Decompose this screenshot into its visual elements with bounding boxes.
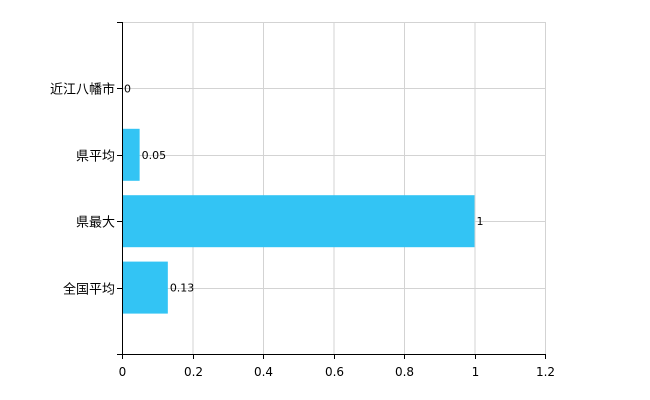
category-label: 全国平均: [63, 282, 115, 298]
x-tick-label: 0.8: [395, 365, 414, 379]
data-label: 1: [477, 215, 484, 228]
category-label: 近江八幡市: [50, 82, 115, 98]
axes: [117, 22, 546, 359]
gridlines: [122, 22, 546, 354]
bar: [123, 128, 140, 181]
x-tick-label: 0.6: [325, 365, 344, 379]
bars: [123, 128, 475, 314]
data-label: 0: [124, 82, 131, 95]
x-tick-label: 1.2: [536, 365, 555, 379]
x-tick-label: 1: [472, 365, 480, 379]
data-label: 0.13: [170, 282, 195, 295]
bar: [123, 195, 475, 248]
x-tick-label: 0.4: [254, 365, 273, 379]
x-tick-label: 0.2: [184, 365, 203, 379]
category-label: 県最大: [76, 216, 115, 231]
data-label: 0.05: [142, 149, 167, 162]
category-label: 県平均: [76, 150, 115, 165]
x-tick-label: 0: [119, 365, 127, 379]
bar: [123, 261, 168, 314]
